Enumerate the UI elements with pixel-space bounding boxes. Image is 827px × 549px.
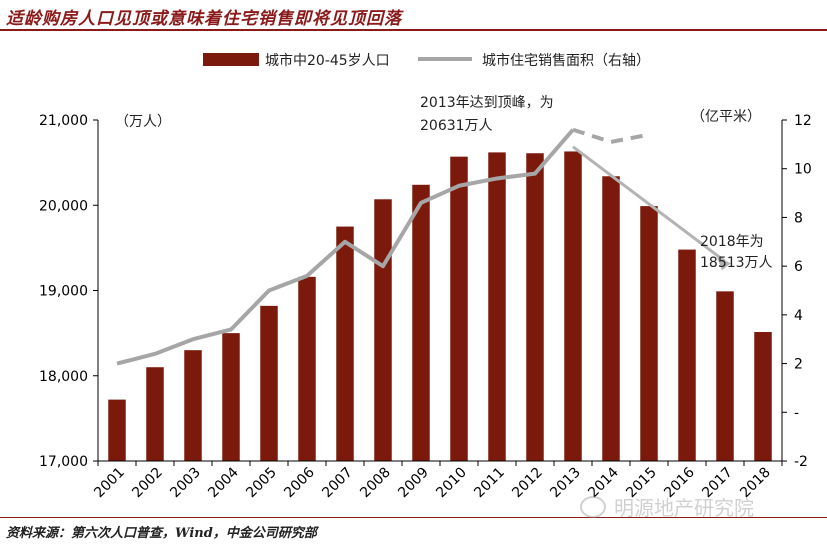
x-tick-label: 2005 xyxy=(243,465,280,502)
right-tick-label: 4 xyxy=(794,308,803,324)
bar-2008 xyxy=(374,199,392,461)
annotations: 2013年达到顶峰，为 20631万人 2018年为 18513万人 xyxy=(420,95,773,271)
bar-2014 xyxy=(602,176,620,461)
x-tick-label: 2012 xyxy=(509,465,546,502)
x-tick-label: 2008 xyxy=(357,465,394,502)
right-tick-label: - xyxy=(794,405,799,421)
left-tick-label: 17,000 xyxy=(39,454,88,470)
legend-label-sales: 城市住宅销售面积（右轴） xyxy=(482,52,650,69)
bar-2004 xyxy=(222,333,240,461)
bar-2015 xyxy=(640,206,658,461)
source-divider xyxy=(0,517,827,518)
bar-2009 xyxy=(412,184,430,462)
watermark: 明源地产研究院 xyxy=(580,492,754,521)
wechat-icon xyxy=(580,496,606,518)
bar-2007 xyxy=(336,226,354,461)
bar-2012 xyxy=(526,153,544,461)
line-series xyxy=(116,127,731,366)
trend-arrowhead xyxy=(717,257,731,271)
x-tick-label: 2002 xyxy=(129,465,166,502)
bar-2016 xyxy=(678,249,696,461)
chart-title: 适龄购房人口见顶或意味着住宅销售即将见顶回落 xyxy=(6,9,402,29)
right-tick-label: 10 xyxy=(794,162,812,178)
bar-2003 xyxy=(184,350,202,461)
annotation-2018-line2: 18513万人 xyxy=(700,255,773,271)
x-tick-label: 2011 xyxy=(471,465,508,502)
title-divider xyxy=(0,29,827,31)
x-tick-label: 2010 xyxy=(433,465,470,502)
trend-projection-line xyxy=(572,145,726,263)
bar-2006 xyxy=(298,276,316,461)
left-tick-label: 20,000 xyxy=(39,198,88,214)
left-axis: 17,000 18,000 19,000 20,000 21,000 xyxy=(39,113,99,470)
x-tick-label: 2004 xyxy=(205,464,242,501)
right-axis-unit: （亿平米） xyxy=(691,109,761,125)
bar-2018 xyxy=(754,332,772,461)
chart-area: 城市中20-45岁人口 城市住宅销售面积（右轴） （万人） （亿平米） 17,0… xyxy=(39,52,812,502)
bar-2013 xyxy=(564,151,582,461)
right-tick-label: 2 xyxy=(794,357,803,373)
bar-2010 xyxy=(450,156,468,461)
right-tick-label: -2 xyxy=(794,454,808,470)
legend-swatch-population xyxy=(203,53,259,66)
right-tick-label: 8 xyxy=(794,210,803,226)
x-tick-label: 2001 xyxy=(91,465,128,502)
left-axis-unit: （万人） xyxy=(115,114,171,130)
annotation-2013-line1: 2013年达到顶峰，为 xyxy=(420,95,554,111)
bar-series xyxy=(108,151,772,462)
x-tick-label: 2003 xyxy=(167,465,204,502)
x-tick-label: 2007 xyxy=(319,465,356,502)
right-tick-label: 6 xyxy=(794,259,803,275)
annotation-2013-line2: 20631万人 xyxy=(420,118,493,134)
bar-2017 xyxy=(716,291,734,461)
x-tick-label: 2006 xyxy=(281,464,318,501)
bar-2001 xyxy=(108,399,126,461)
bar-2011 xyxy=(488,152,506,461)
sales-area-forecast-line xyxy=(572,127,650,144)
left-tick-label: 18,000 xyxy=(39,369,88,385)
sales-area-line xyxy=(116,128,575,366)
right-tick-label: 12 xyxy=(794,113,812,129)
watermark-text: 明源地产研究院 xyxy=(614,496,754,520)
left-tick-label: 19,000 xyxy=(39,284,88,300)
annotation-2018-line1: 2018年为 xyxy=(700,234,764,250)
legend-label-population: 城市中20-45岁人口 xyxy=(265,52,390,69)
legend: 城市中20-45岁人口 城市住宅销售面积（右轴） xyxy=(203,52,650,69)
source-note: 资料来源：第六次人口普查，Wind，中金公司研究部 xyxy=(6,526,317,541)
x-tick-label: 2013 xyxy=(547,465,584,502)
left-tick-label: 21,000 xyxy=(39,113,88,129)
bar-2005 xyxy=(260,305,278,461)
x-tick-label: 2009 xyxy=(395,465,432,502)
bar-2002 xyxy=(146,367,164,461)
